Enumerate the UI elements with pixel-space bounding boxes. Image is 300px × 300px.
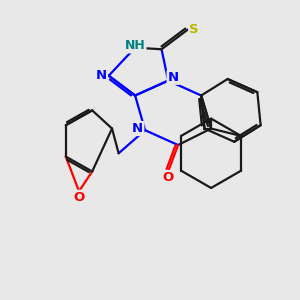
- Text: N: N: [132, 122, 143, 135]
- Text: N: N: [168, 71, 179, 84]
- Text: NH: NH: [125, 40, 146, 52]
- Text: O: O: [163, 171, 174, 184]
- Text: N: N: [96, 69, 107, 82]
- Text: O: O: [74, 191, 85, 204]
- Text: S: S: [189, 23, 199, 36]
